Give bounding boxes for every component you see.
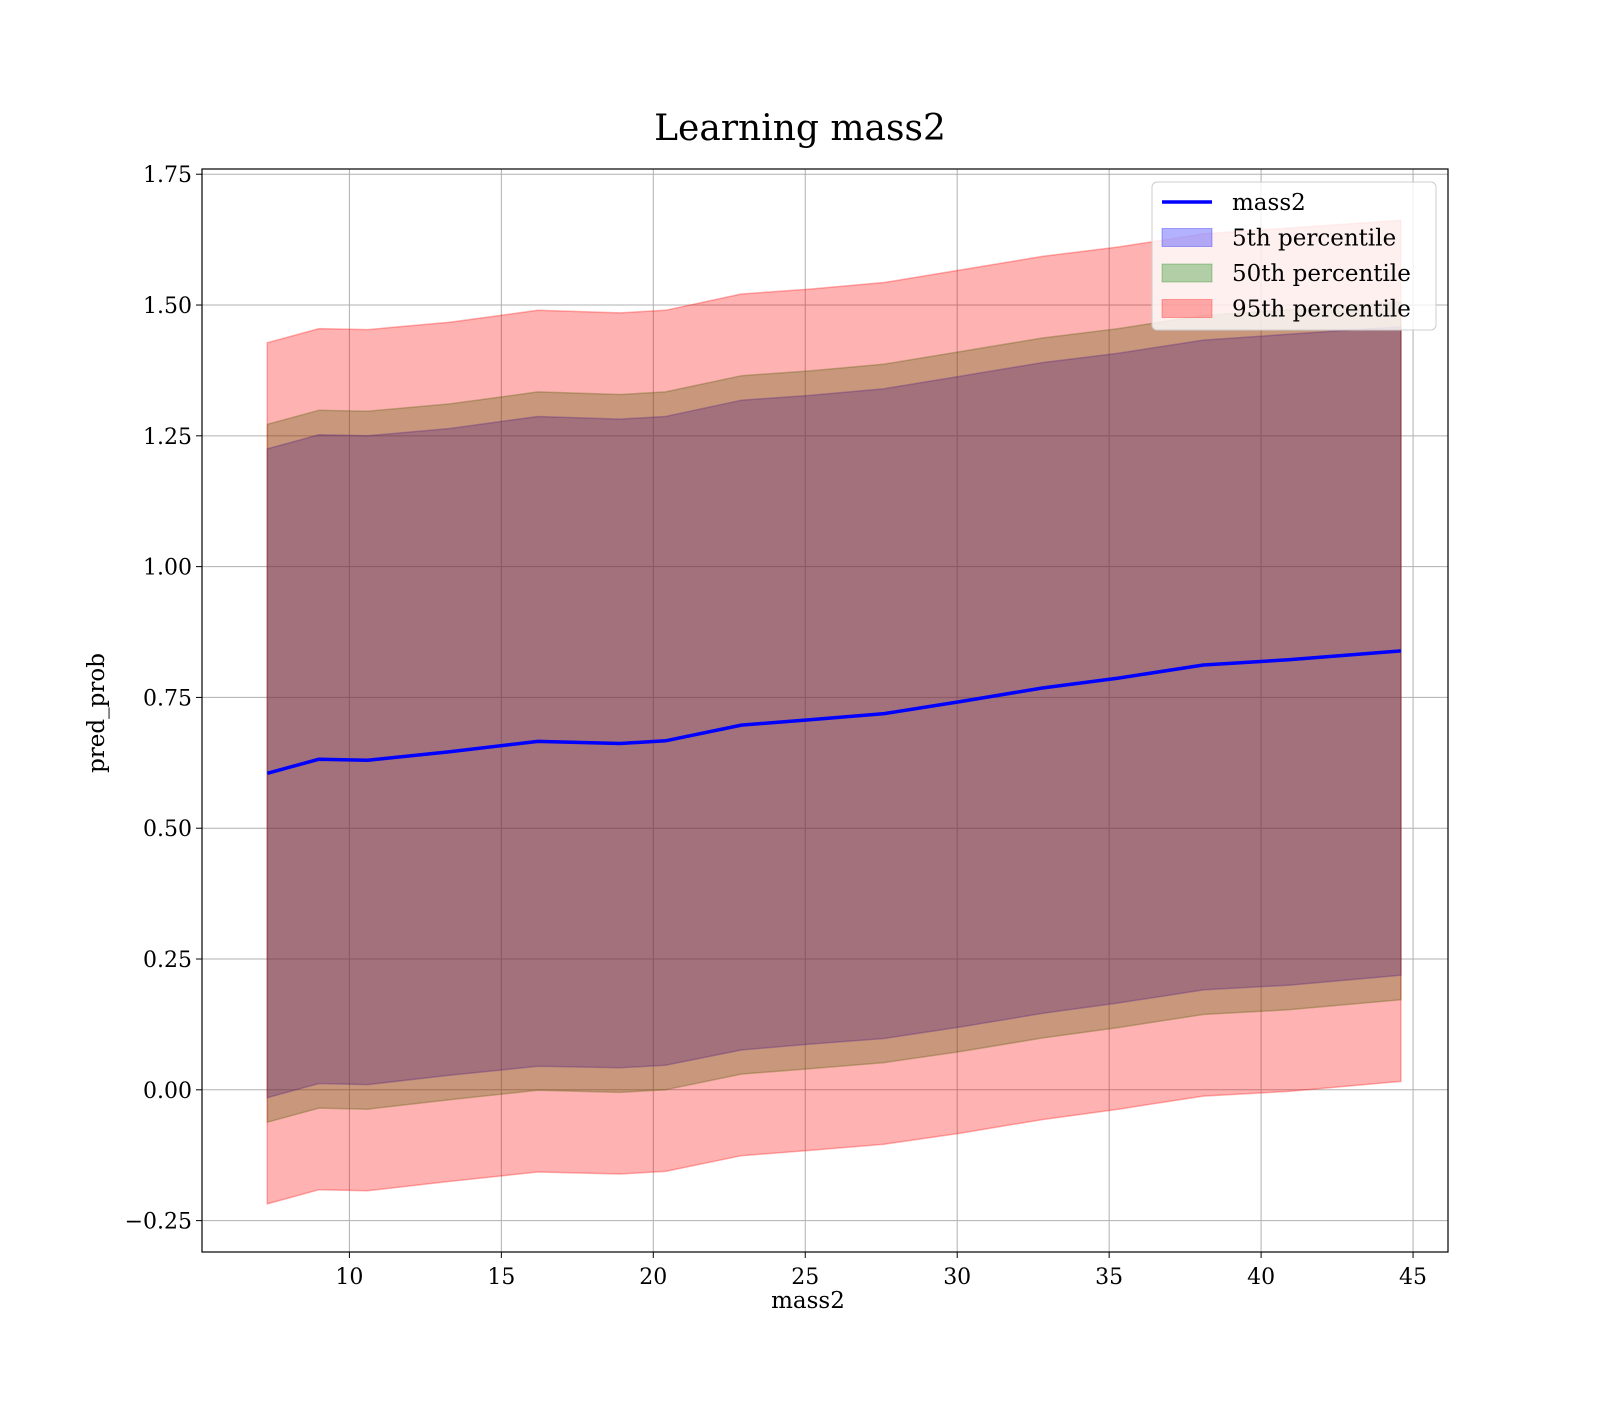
x-tick-label: 45	[1399, 1265, 1427, 1290]
y-tick-label: 1.75	[143, 163, 192, 188]
y-tick-label: 1.00	[143, 556, 192, 581]
y-tick-label: 0.75	[143, 686, 192, 711]
band-50th-percentile	[266, 301, 1402, 1124]
y-tick-label: −0.25	[125, 1210, 192, 1235]
legend: mass2 5th percentile 50th percentile 95th p…	[1151, 181, 1437, 331]
y-axis-label: pred_prob	[84, 653, 110, 773]
chart-title: Learning mass2	[654, 108, 946, 149]
y-tick-label: 0.00	[143, 1079, 192, 1104]
y-tick-label: 1.50	[143, 294, 192, 319]
legend-swatch-5th-percentile	[1161, 228, 1213, 247]
legend-box	[1151, 181, 1437, 331]
legend-label-mass2: mass2	[1232, 190, 1306, 216]
x-tick-label: 40	[1247, 1265, 1275, 1290]
legend-swatch-50th-percentile	[1161, 263, 1213, 283]
x-axis-ticks: 10 15 20 25 30 35 40 45	[335, 1252, 1427, 1290]
legend-label-50th-percentile: 50th percentile	[1232, 261, 1411, 287]
x-tick-label: 25	[791, 1265, 819, 1290]
line-mass2	[266, 649, 1402, 775]
grid-layer	[202, 169, 1448, 1252]
plot-frame	[201, 168, 1449, 1253]
y-tick-label: 0.50	[143, 817, 192, 842]
y-tick-label: 0.25	[143, 948, 192, 973]
band-95th-percentile	[266, 219, 1402, 1205]
y-tick-label: 1.25	[143, 425, 192, 450]
band-layer	[266, 219, 1402, 1205]
legend-label-95th-percentile: 95th percentile	[1232, 297, 1411, 323]
x-tick-label: 35	[1095, 1265, 1123, 1290]
line-layer	[266, 649, 1402, 775]
x-tick-label: 15	[487, 1265, 515, 1290]
legend-swatch-95th-percentile	[1161, 299, 1213, 318]
x-tick-label: 20	[639, 1265, 667, 1290]
band-5th-percentile	[266, 325, 1402, 1099]
y-axis-ticks: −0.25 0.00 0.25 0.50 0.75 1.00 1.25 1.50 1.75	[125, 163, 202, 1235]
x-tick-label: 10	[335, 1265, 363, 1290]
x-tick-label: 30	[943, 1265, 971, 1290]
legend-label-5th-percentile: 5th percentile	[1232, 226, 1396, 252]
x-axis-label: mass2	[771, 1288, 845, 1314]
